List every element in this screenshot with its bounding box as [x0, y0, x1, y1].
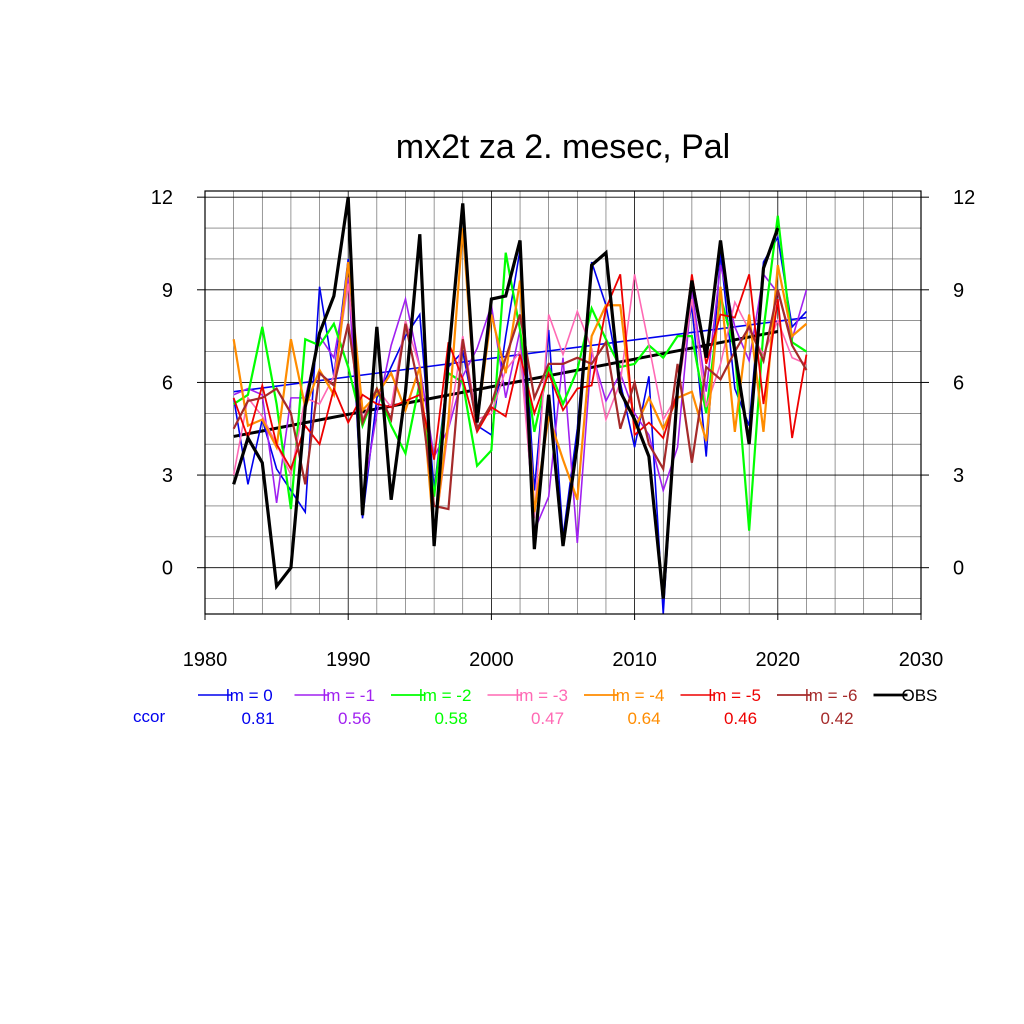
ccor-value: 0.64: [627, 709, 660, 728]
y-tick-label-right: 0: [953, 558, 964, 580]
ccor-value: 0.42: [820, 709, 853, 728]
series-line-lm-6: [232, 289, 808, 511]
series-line-lm-2: [233, 215, 808, 531]
legend-entry: lm = -2: [419, 686, 471, 705]
chart-title: mx2t za 2. mesec, Pal: [396, 128, 730, 166]
y-tick-label: 3: [162, 465, 173, 487]
x-tick-label: 2020: [756, 649, 801, 671]
x-tick-label: 1990: [326, 649, 371, 671]
y-tick-label-right: 12: [953, 187, 975, 209]
ccor-value: 0.47: [531, 709, 564, 728]
plot-frame: [204, 190, 922, 615]
y-tick-label-right: 9: [953, 280, 964, 302]
y-tick-label: 9: [162, 280, 173, 302]
y-tick-label: 12: [151, 187, 173, 209]
ccor-value: 0.56: [338, 709, 371, 728]
legend-entry: OBS: [902, 686, 938, 705]
ccor-value: 0.58: [434, 709, 467, 728]
y-tick-label-right: 6: [953, 372, 964, 394]
y-tick-label: 0: [162, 558, 173, 580]
x-tick-label: 1980: [183, 649, 228, 671]
legend-entry: lm = -3: [516, 686, 568, 705]
series-line-lm-4: [232, 227, 808, 537]
x-tick-label: 2010: [612, 649, 657, 671]
x-tick-label: 2000: [469, 649, 514, 671]
series-line-lm-5: [232, 274, 808, 472]
ccor-label: ccor: [133, 707, 165, 726]
legend-entry: lm = -5: [709, 686, 761, 705]
legend-entry: lm = -6: [805, 686, 857, 705]
series-lines: [232, 196, 808, 615]
ccor-value: 0.81: [241, 709, 274, 728]
ccor-value: 0.46: [724, 709, 757, 728]
y-tick-label: 6: [162, 372, 173, 394]
series-line-obs: [232, 196, 780, 599]
legend-entry: lm = 0: [226, 686, 273, 705]
axes: 1980 1990 2000 2010 2020 2030 0 0 3 3 6 6 9 9 12 12: [151, 187, 976, 671]
y-tick-label-right: 3: [953, 465, 964, 487]
x-tick-label: 2030: [899, 649, 944, 671]
legend: ccor lm = 0 0.81 lm = -1 0.56 lm = -2 0.58 lm =…: [133, 686, 937, 728]
legend-entry: lm = -1: [323, 686, 375, 705]
legend-entry: lm = -4: [612, 686, 664, 705]
